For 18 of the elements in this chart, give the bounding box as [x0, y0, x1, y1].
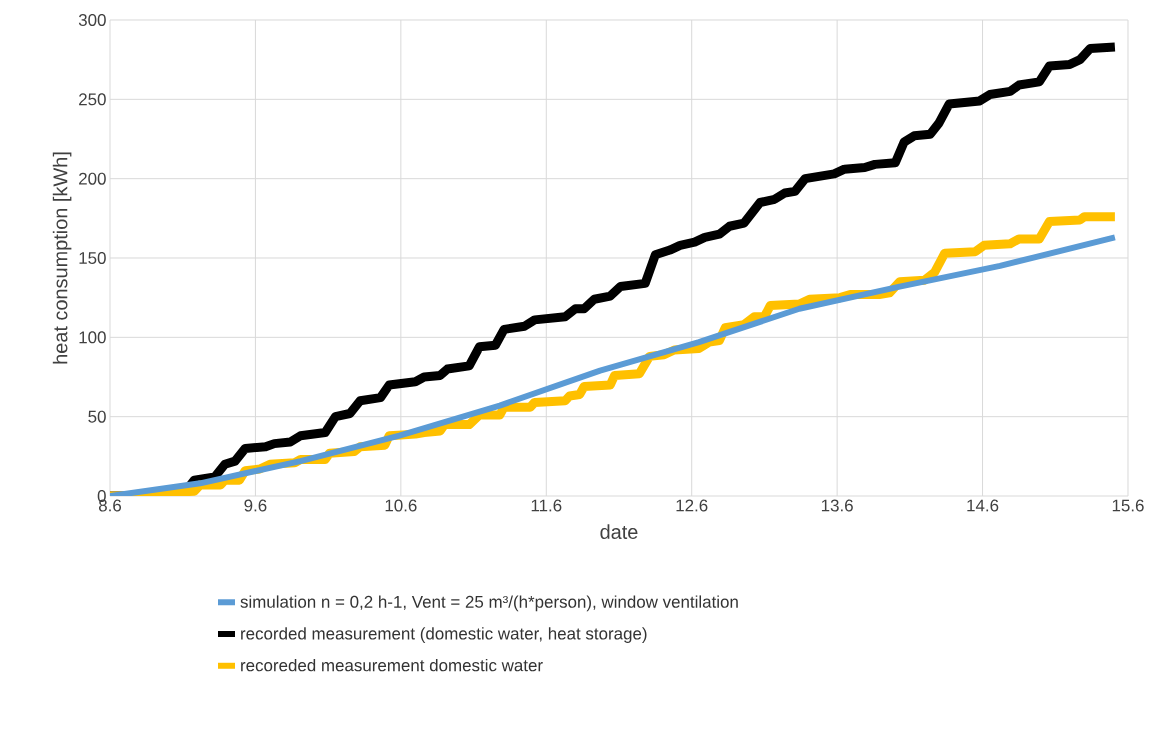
- x-tick-label: 9.6: [244, 499, 267, 512]
- x-tick-label: 13.6: [821, 499, 853, 512]
- x-axis-title: date: [600, 524, 638, 539]
- y-axis-title: heat consumption [kWh]: [52, 152, 72, 364]
- legend-label: recoreded measurement domestic water: [241, 658, 543, 672]
- x-tick-label: 14.6: [967, 499, 999, 512]
- x-tick-label: 12.6: [676, 499, 708, 512]
- x-tick-label: 10.6: [385, 499, 417, 512]
- x-tick-label: 15.6: [1112, 499, 1144, 512]
- y-tick-label: 100: [79, 331, 106, 344]
- legend-label: recorded measurement (domestic water, heat storage): [241, 627, 647, 643]
- y-tick-label: 200: [79, 172, 106, 185]
- y-tick-label: 50: [88, 410, 106, 423]
- y-tick-label: 250: [79, 93, 106, 106]
- x-tick-label: 11.6: [531, 499, 562, 512]
- legend-label: simulation n = 0,2 h-1, Vent = 25 m³/(h*person), window ventilation: [240, 595, 738, 612]
- y-tick-label: 150: [79, 252, 106, 264]
- y-tick-label: 300: [78, 14, 106, 26]
